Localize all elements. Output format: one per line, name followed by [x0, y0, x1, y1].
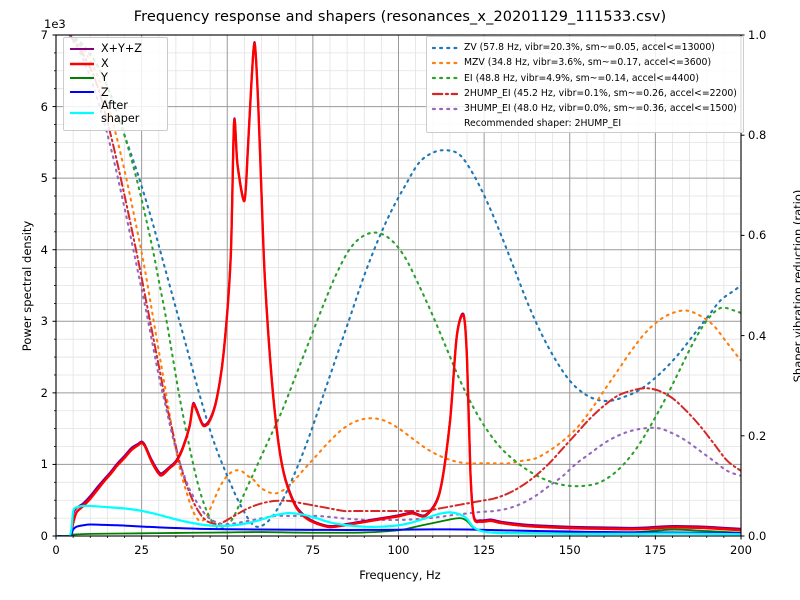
- y-tick-label-right: 0.8: [748, 128, 767, 143]
- x-tick-label: 175: [644, 543, 667, 557]
- y-tick-label-left: 0: [40, 529, 48, 543]
- legend-item-shaper-2hump_ei[interactable]: 2HUMP_EI (45.2 Hz, vibr=0.1%, sm~=0.26, …: [432, 86, 737, 101]
- legend-item-label: MZV (34.8 Hz, vibr=3.6%, sm~=0.17, accel…: [464, 57, 712, 69]
- legend-item-label: ZV (57.8 Hz, vibr=20.3%, sm~=0.05, accel…: [464, 41, 715, 53]
- y-tick-label-left: 1: [40, 457, 48, 472]
- shaper-legend[interactable]: ZV (57.8 Hz, vibr=20.3%, sm~=0.05, accel…: [426, 36, 744, 133]
- legend-item-label: Y: [101, 71, 108, 85]
- psd-curve-after-shaper: [56, 504, 741, 536]
- legend-item-label: 2HUMP_EI (45.2 Hz, vibr=0.1%, sm~=0.26, …: [464, 88, 737, 100]
- legend-item-x[interactable]: X: [69, 56, 161, 70]
- psd-curve-z: [56, 523, 741, 536]
- series-legend[interactable]: X+Y+Z X Y Z After shaper: [63, 37, 168, 131]
- legend-item-label: X: [101, 56, 109, 70]
- shaper-curve-2hump_ei: [68, 35, 741, 526]
- legend-item-label: After shaper: [101, 99, 140, 125]
- legend-line-sample: [432, 108, 458, 111]
- recommended-shaper-note: Recommended shaper: 2HUMP_EI: [464, 117, 622, 129]
- legend-item-label: EI (48.8 Hz, vibr=4.9%, sm~=0.14, accel<…: [464, 72, 699, 84]
- legend-item-after-shaper[interactable]: After shaper: [69, 99, 161, 126]
- y-tick-label-left: 7: [40, 28, 48, 42]
- legend-swatch-icon: [69, 43, 95, 55]
- legend-swatch-icon: [69, 107, 95, 119]
- legend-swatch-icon: [69, 58, 95, 70]
- legend-item-shaper-3hump_ei[interactable]: 3HUMP_EI (48.0 Hz, vibr=0.0%, sm~=0.36, …: [432, 102, 737, 117]
- psd-curve-x: [56, 42, 741, 536]
- axes-spines: [52, 34, 745, 540]
- y-axis-label-left: Power spectral density: [20, 220, 34, 351]
- x-tick-label: 50: [219, 543, 235, 557]
- y-axis-label-right: Shaper vibration reduction (ratio): [791, 189, 800, 382]
- legend-line-sample: [70, 111, 94, 114]
- legend-line-sample: [432, 77, 458, 80]
- legend-swatch-icon: [69, 86, 95, 98]
- x-tick-label: 0: [52, 543, 60, 557]
- x-tick-label: 200: [730, 543, 752, 557]
- legend-swatch-icon: [432, 72, 458, 84]
- legend-line-sample: [70, 91, 94, 94]
- legend-item-shaper-ei[interactable]: EI (48.8 Hz, vibr=4.9%, sm~=0.14, accel<…: [432, 71, 737, 86]
- y-axis-offset-text: 1e3: [44, 17, 66, 31]
- y-tick-label-left: 5: [40, 171, 48, 186]
- chart-title: Frequency response and shapers (resonanc…: [133, 9, 667, 25]
- legend-item-shaper-mzv[interactable]: MZV (34.8 Hz, vibr=3.6%, sm~=0.17, accel…: [432, 55, 737, 70]
- legend-swatch-icon: [432, 103, 458, 115]
- y-tick-label-right: 1.0: [748, 28, 767, 42]
- legend-line-sample: [70, 62, 94, 65]
- y-tick-label-right: 0.0: [748, 529, 767, 543]
- y-tick-label-right: 0.4: [748, 328, 767, 343]
- x-tick-label: 150: [558, 543, 581, 557]
- legend-item-label: X+Y+Z: [101, 42, 142, 56]
- x-axis-label: Frequency, Hz: [359, 568, 441, 582]
- y-tick-label-right: 0.2: [748, 428, 767, 443]
- legend-item-label: 3HUMP_EI (48.0 Hz, vibr=0.0%, sm~=0.36, …: [464, 103, 737, 115]
- legend-swatch-icon: [69, 72, 95, 84]
- x-tick-label: 125: [473, 543, 496, 557]
- x-tick-label: 75: [305, 543, 321, 557]
- y-tick-label-left: 4: [40, 242, 48, 257]
- legend-line-sample: [70, 76, 94, 79]
- legend-swatch-icon: [432, 42, 458, 54]
- legend-item-z[interactable]: Z: [69, 85, 161, 99]
- shaper-curve-ei: [68, 35, 741, 530]
- x-tick-label: 25: [134, 543, 149, 557]
- y-tick-label-right: 0.6: [748, 228, 767, 243]
- x-tick-label: 100: [387, 543, 410, 557]
- legend-swatch-icon: [432, 57, 458, 69]
- y-tick-label-left: 3: [40, 314, 48, 329]
- legend-swatch-icon: [432, 88, 458, 100]
- legend-line-sample: [432, 61, 458, 65]
- legend-item-label: Z: [101, 85, 109, 99]
- legend-item-x-y-z[interactable]: X+Y+Z: [69, 42, 161, 56]
- legend-line-sample: [432, 92, 458, 95]
- legend-line-sample: [432, 46, 458, 49]
- shaper-curve-zv: [68, 35, 741, 528]
- y-tick-label-left: 6: [40, 99, 48, 114]
- data-layer: [56, 35, 741, 536]
- legend-line-sample: [70, 48, 94, 51]
- legend-item-shaper-zv[interactable]: ZV (57.8 Hz, vibr=20.3%, sm~=0.05, accel…: [432, 40, 737, 55]
- y-tick-label-left: 2: [40, 385, 48, 400]
- legend-item-y[interactable]: Y: [69, 71, 161, 85]
